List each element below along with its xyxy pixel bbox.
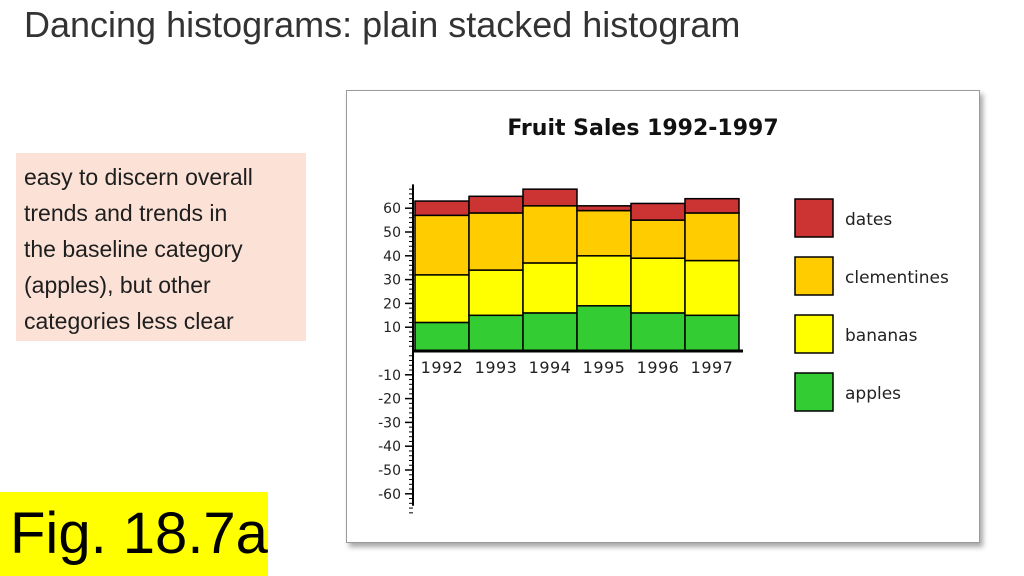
y-tick-label: -10	[378, 368, 401, 384]
legend-swatch-dates	[794, 198, 834, 238]
bar-segment-clementines-1994	[522, 205, 578, 264]
legend-label-clementines: clementines	[845, 268, 949, 288]
figure-label: Fig. 18.7a	[0, 492, 268, 576]
bar-segment-apples-1997	[684, 314, 740, 352]
note-line: categories less clear	[24, 308, 234, 334]
bar-segment-apples-1995	[576, 305, 632, 352]
bar-segment-dates-1992	[414, 200, 470, 217]
bar-segment-bananas-1992	[414, 274, 470, 324]
note-box: easy to discern overall trends and trend…	[16, 153, 306, 341]
y-tick-label: -60	[378, 487, 401, 503]
bar-segment-clementines-1992	[414, 214, 470, 276]
bar-segment-bananas-1994	[522, 262, 578, 314]
y-tick-label: -20	[378, 392, 401, 408]
x-category-label: 1995	[583, 358, 626, 377]
note-line: trends and trends in	[24, 200, 228, 226]
y-tick-label: 10	[383, 320, 401, 336]
bar-segment-clementines-1997	[684, 212, 740, 262]
note-line: (apples), but other	[24, 272, 211, 298]
bar-segment-clementines-1996	[630, 219, 686, 259]
y-tick-label: -50	[378, 463, 401, 479]
bar-segment-clementines-1995	[576, 209, 632, 257]
chart-frame: Fruit Sales 1992-1997 60 50 40 30 20 10 -10 -20…	[346, 90, 980, 543]
bar-segment-dates-1994	[522, 188, 578, 207]
y-tick-label: 40	[383, 249, 401, 265]
legend-swatch-apples	[794, 372, 834, 412]
bar-segment-apples-1994	[522, 312, 578, 352]
bar-segment-bananas-1996	[630, 257, 686, 314]
legend-label-dates: dates	[845, 210, 892, 230]
bar-segment-bananas-1993	[468, 269, 524, 317]
note-line: the baseline category	[24, 236, 243, 262]
note-line: easy to discern overall	[24, 164, 253, 190]
bar-segment-clementines-1993	[468, 212, 524, 271]
y-tick-label: 30	[383, 273, 401, 289]
stacked-histogram-chart: Fruit Sales 1992-1997 60 50 40 30 20 10 -10 -20…	[378, 116, 949, 514]
chart-title: Fruit Sales 1992-1997	[507, 116, 778, 141]
bar-segment-dates-1996	[630, 202, 686, 221]
x-category-label: 1996	[637, 358, 680, 377]
legend: dates clementines bananas apples	[794, 198, 949, 412]
y-tick-label: -40	[378, 439, 401, 455]
x-category-label: 1993	[475, 358, 518, 377]
bars-group	[413, 188, 743, 353]
legend-swatch-clementines	[794, 256, 834, 296]
y-tick-label: 60	[383, 201, 401, 217]
bar-segment-dates-1993	[468, 195, 524, 214]
bar-segment-apples-1996	[630, 312, 686, 352]
slide-title: Dancing histograms: plain stacked histog…	[24, 4, 741, 45]
bar-segment-dates-1997	[684, 197, 740, 214]
bar-segment-bananas-1997	[684, 259, 740, 317]
x-axis-labels: 1992 1993 1994 1995 1996 1997	[421, 358, 734, 377]
bar-segment-apples-1992	[414, 321, 470, 352]
legend-label-apples: apples	[845, 384, 901, 404]
bar-segment-bananas-1995	[576, 255, 632, 307]
bar-segment-apples-1993	[468, 314, 524, 352]
x-category-label: 1997	[691, 358, 734, 377]
y-tick-label: -30	[378, 415, 401, 431]
y-tick-label: 20	[383, 296, 401, 312]
x-category-label: 1994	[529, 358, 572, 377]
y-tick-label: 50	[383, 225, 401, 241]
legend-swatch-bananas	[794, 314, 834, 354]
x-category-label: 1992	[421, 358, 464, 377]
y-axis: 60 50 40 30 20 10 -10 -20 -30 -40 -50 -60	[378, 184, 414, 514]
bar-segment-dates-1995	[576, 205, 632, 212]
legend-label-bananas: bananas	[845, 326, 918, 346]
